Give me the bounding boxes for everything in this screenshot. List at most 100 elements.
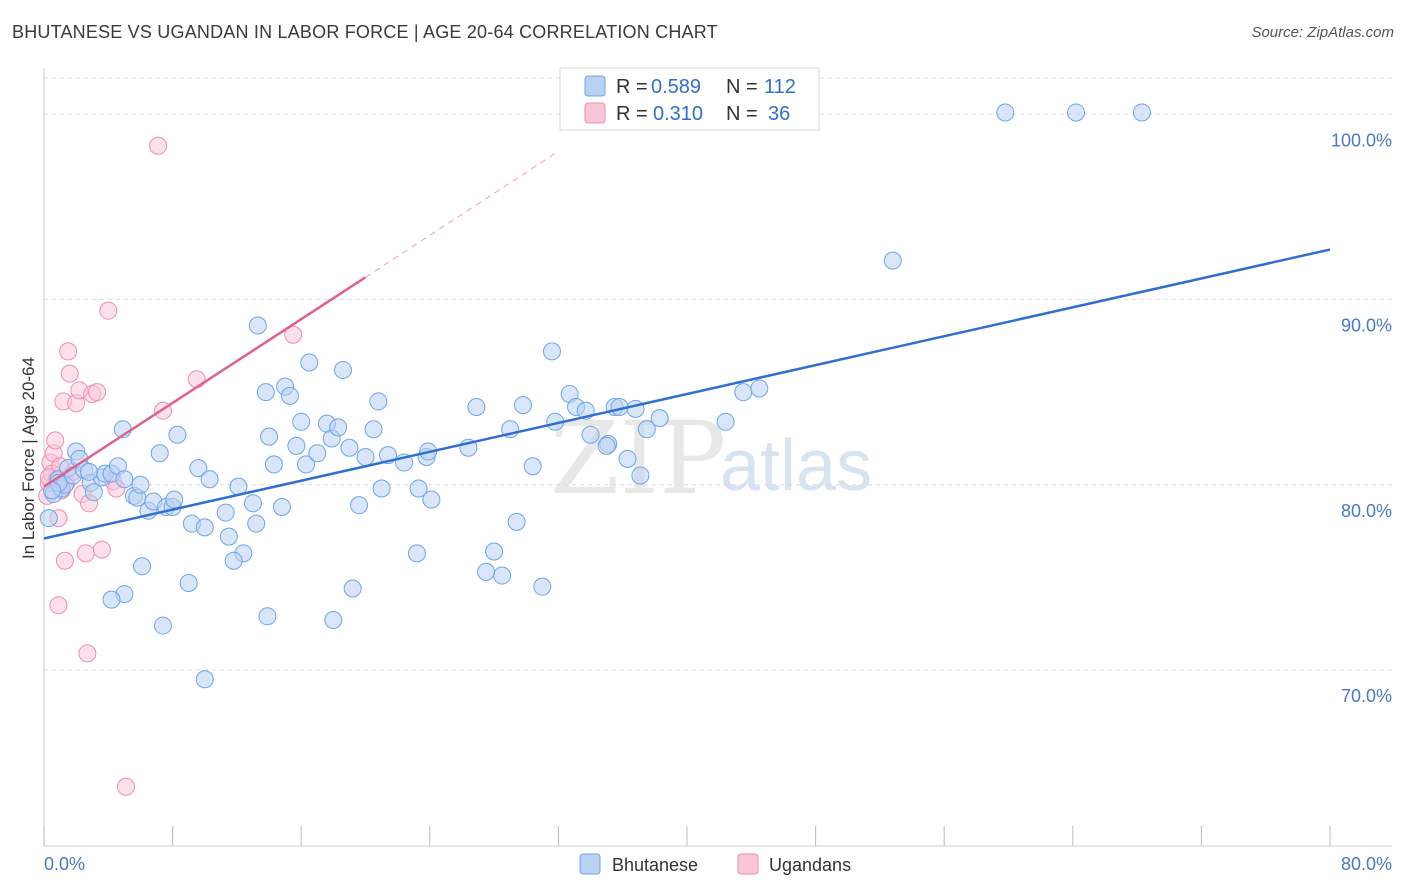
bhutanese-point [507,512,526,531]
bhutanese-point [153,616,172,635]
bhutanese-point [597,436,616,455]
ugandans-point [88,383,107,402]
bhutanese-point [329,418,348,437]
bhutanese-point [533,577,552,596]
bhutanese-point [133,557,152,576]
bhutanese-trendline [43,248,1331,540]
bhutanese-point [219,527,238,546]
ugandans-trendline [43,276,367,488]
bhutanese-point [272,498,291,517]
bhutanese-point [216,503,235,522]
ugandans-trendline-extension [365,150,559,278]
bhutanese-point [542,342,561,361]
bhutanese-point [308,444,327,463]
bhutanese-point [364,420,383,439]
ugandans-point [55,551,74,570]
bhutanese-point [350,496,369,515]
bhutanese-point [750,379,769,398]
bhutanese-point [131,475,150,494]
y-tick-labels: 70.0% 80.0% 90.0% 100.0% [1331,130,1392,706]
series-legend-label-bhutanese: Bhutanese [612,855,698,875]
bhutanese-point [333,360,352,379]
bhutanese-point [264,455,283,474]
bhutanese-point [243,494,262,513]
bhutanese-point [189,459,208,478]
correlation-legend: R = 0.589 N = 112 R = 0.310 N = 36 [559,67,820,131]
chart-title: BHUTANESE VS UGANDAN IN LABOR FORCE | AG… [12,22,718,42]
bhutanese-point [39,509,58,528]
trendlines [43,150,1331,540]
legend-r-label-2: R = [616,103,648,125]
bhutanese-point [716,412,735,431]
ugandans-point [187,370,206,389]
bhutanese-point [340,438,359,457]
ugandans-point [149,136,168,155]
bhutanese-point [422,490,441,509]
series-legend-swatch-bhutanese [579,853,601,875]
source-credit: Source: ZipAtlas.com [1251,24,1394,41]
legend-n-label-1: N = [726,76,758,98]
bhutanese-point [195,670,214,689]
bhutanese-point [248,316,267,335]
bhutanese-point [260,427,279,446]
x-tick-label-max: 80.0% [1341,854,1392,874]
bhutanese-point [300,353,319,372]
y-tick-label: 90.0% [1341,316,1392,336]
bhutanese-point [523,457,542,476]
bhutanese-point [150,444,169,463]
bhutanese-point [256,383,275,402]
ugandans-point [59,342,78,361]
bhutanese-point [369,392,388,411]
bhutanese-point [324,611,343,630]
bhutanese-point [165,490,184,509]
watermark: ZIP atlas [550,400,872,517]
ugandans-point [76,544,95,563]
bhutanese-point [996,103,1015,122]
bhutanese-point [650,409,669,428]
ugandans-point [284,325,303,344]
bhutanese-point [409,479,428,498]
bhutanese-point [514,396,533,415]
ugandans-point [60,364,79,383]
bhutanese-point [883,251,902,270]
bhutanese-point [195,518,214,537]
bhutanese-point [292,412,311,431]
bhutanese-point [102,590,121,609]
ugandans-point [46,431,65,450]
watermark-zip: ZIP [550,400,726,517]
y-tick-label: 70.0% [1341,686,1392,706]
legend-n-value-1: 112 [764,76,796,98]
watermark-atlas: atlas [720,426,872,506]
bhutanese-point [224,551,243,570]
bhutanese-point [618,449,637,468]
series-legend-label-ugandans: Ugandans [769,855,851,875]
x-ticks [43,826,1331,846]
legend-n-label-2: N = [726,103,758,125]
legend-r-value-2: 0.310 [653,103,703,125]
ugandans-point [116,777,135,796]
x-tick-label-min: 0.0% [44,854,85,874]
bhutanese-point [168,425,187,444]
bhutanese-point [493,566,512,585]
ugandans-point [49,596,68,615]
bhutanese-point [372,479,391,498]
bhutanese-point [626,399,645,418]
bhutanese-point [581,425,600,444]
bhutanese-point [477,562,496,581]
series-legend: Bhutanese Ugandans [579,853,851,875]
y-axis-title: In Labor Force | Age 20-64 [19,357,38,559]
bhutanese-point [356,448,375,466]
bhutanese-point [84,483,103,502]
bhutanese-point [637,420,656,439]
bhutanese-point [297,455,316,474]
bhutanese-point [80,462,99,481]
legend-swatch-blue [584,75,606,97]
bhutanese-point [115,470,134,489]
bhutanese-point [1132,103,1151,122]
y-tick-label: 100.0% [1331,130,1392,150]
bhutanese-point [1067,103,1086,122]
legend-r-value-1: 0.589 [651,76,701,98]
legend-n-value-2: 36 [768,103,790,125]
bhutanese-point [247,514,266,533]
